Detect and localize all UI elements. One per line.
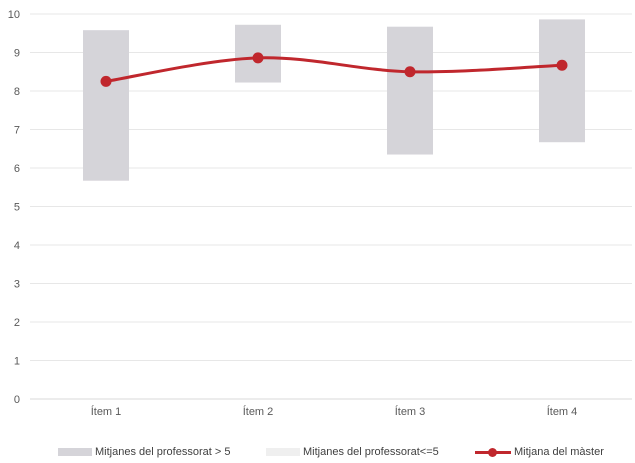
master-mean-point: [556, 59, 568, 71]
legend-label-teachers-above-5: Mitjanes del professorat > 5: [95, 446, 231, 458]
y-tick-label: 9: [14, 48, 20, 60]
master-mean-point: [404, 66, 416, 78]
x-tick-label: Ítem 2: [243, 405, 274, 418]
gridlines: [30, 13, 632, 400]
y-tick-label: 1: [14, 356, 20, 368]
master-mean-point: [100, 75, 112, 87]
range-bar: [83, 30, 129, 181]
y-tick-label: 3: [14, 279, 20, 291]
y-tick-label: 0: [14, 394, 20, 406]
y-tick-label: 7: [14, 125, 20, 137]
y-tick-label: 6: [14, 163, 20, 175]
y-tick-label: 5: [14, 202, 20, 214]
range-bar: [387, 26, 433, 155]
legend-label-master-mean: Mitjana del màster: [514, 446, 604, 458]
legend-item-master-mean: Mitjana del màster: [475, 446, 604, 458]
legend-label-teachers-at-most-5: Mitjanes del professorat<=5: [303, 446, 439, 458]
y-tick-label: 2: [14, 317, 20, 329]
y-axis-ticks: 0 1 2 3 4 5 6 7 8 9 10: [8, 9, 20, 406]
master-mean-line: [100, 52, 568, 87]
legend-swatch-master-mean: [475, 448, 511, 457]
x-tick-label: Ítem 3: [395, 405, 426, 418]
master-mean-point: [252, 52, 264, 64]
master-mean-line-path: [105, 56, 563, 83]
x-tick-label: Ítem 1: [91, 405, 122, 418]
y-tick-label: 4: [14, 240, 20, 252]
range-bars: [83, 19, 585, 181]
range-bar: [539, 19, 585, 143]
legend: Mitjanes del professorat > 5 Mitjanes de…: [0, 446, 635, 462]
legend-swatch-teachers-at-most-5: [266, 448, 300, 456]
legend-item-teachers-at-most-5: Mitjanes del professorat<=5: [266, 446, 439, 458]
x-tick-label: Ítem 4: [547, 405, 578, 418]
y-tick-label: 10: [8, 9, 20, 21]
y-tick-label: 8: [14, 86, 20, 98]
x-axis-ticks: Ítem 1 Ítem 2 Ítem 3 Ítem 4: [91, 405, 578, 418]
legend-item-teachers-above-5: Mitjanes del professorat > 5: [58, 446, 230, 458]
legend-swatch-teachers-above-5: [58, 448, 92, 456]
